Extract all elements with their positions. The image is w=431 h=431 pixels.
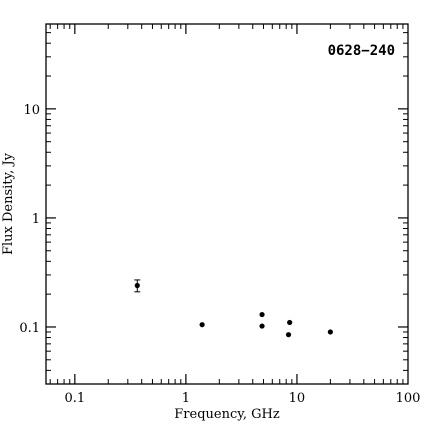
y-tick-labels: 0.1 1 10 (19, 103, 40, 336)
data-point (259, 323, 265, 329)
data-point (327, 329, 333, 335)
x-tick-labels: 0.1 1 10 100 (64, 391, 420, 406)
major-ticks (46, 24, 408, 384)
y-tick-label: 0.1 (19, 321, 40, 336)
minor-ticks (46, 24, 408, 384)
x-tick-label: 100 (396, 391, 421, 406)
x-tick-label: 0.1 (64, 391, 85, 406)
y-tick-label: 1 (32, 212, 40, 227)
plot-frame (45, 23, 409, 385)
chart-title: 0628−240 (328, 43, 395, 59)
data-point (259, 311, 265, 318)
data-point (199, 322, 205, 328)
x-axis-label: Frequency, GHz (174, 407, 280, 422)
y-tick-label: 10 (23, 103, 40, 118)
x-tick-label: 10 (289, 391, 306, 406)
x-tick-label: 1 (182, 391, 190, 406)
data-points (134, 279, 333, 338)
data-point (285, 332, 292, 338)
y-axis-label: Flux Density, Jy (1, 152, 16, 255)
data-point (287, 319, 293, 326)
data-point (134, 282, 140, 289)
